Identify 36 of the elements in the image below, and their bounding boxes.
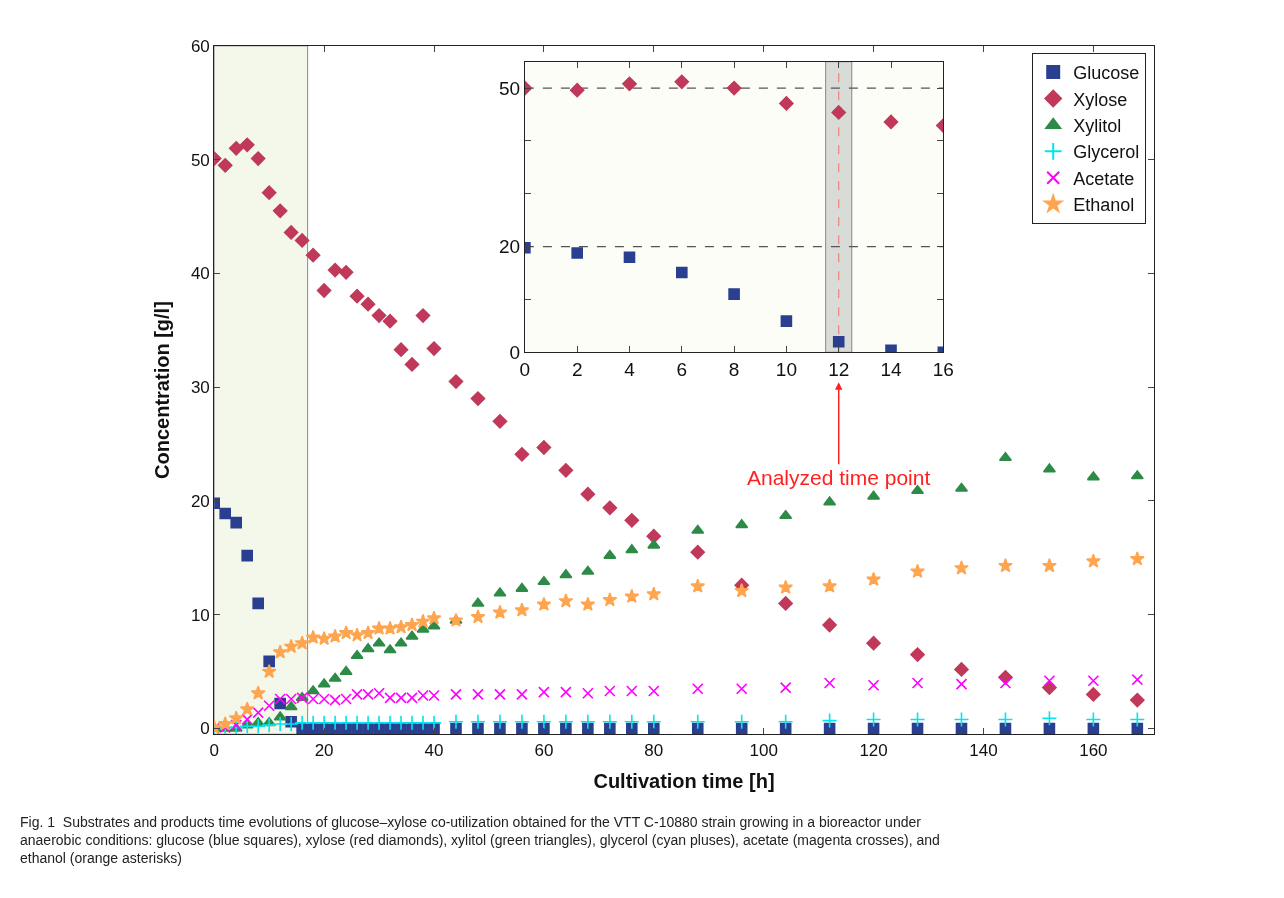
x-tick-label: 80 — [644, 740, 664, 760]
legend-label: Glucose — [1073, 63, 1140, 84]
x-tick-label: 4 — [624, 359, 636, 381]
x-tick-label: 160 — [1079, 740, 1108, 760]
legend-label: Xylitol — [1073, 115, 1122, 136]
y-tick-label: 0 — [200, 719, 210, 739]
x-tick-label: 140 — [969, 740, 998, 760]
x-tick-label: 20 — [314, 740, 334, 760]
x-tick-label: 2 — [571, 359, 583, 381]
y-axis-title: Concentration [g/l] — [151, 301, 174, 479]
y-tick-label: 0 — [509, 341, 521, 363]
legend-label: Xylose — [1073, 89, 1128, 110]
x-tick-label: 120 — [859, 740, 888, 760]
x-tick-label: 40 — [424, 740, 444, 760]
legend-label: Acetate — [1073, 168, 1135, 189]
x-tick-label: 14 — [880, 359, 903, 381]
x-tick-label: 12 — [828, 359, 850, 381]
y-tick-label: 40 — [190, 264, 210, 284]
caption: Fig. 1 Substrates and products time evolutions of glucose–xylose co-utilization obtained for the VTT C-10880 strain growing in a bioreactor under anaerobic conditions: glucose (blue squares), xylose (red diamonds), xylitol (green triangles), glycerol (cyan pluses), acetate (magenta crosses), and ethanol (orange asterisks) — [20, 814, 940, 867]
y-tick-label: 10 — [190, 605, 210, 625]
y-tick-label: 60 — [190, 36, 210, 56]
x-tick-label: 60 — [534, 740, 554, 760]
annotation: Analyzed time point — [747, 466, 931, 489]
y-tick-label: 20 — [498, 236, 521, 258]
y-tick-label: 30 — [190, 378, 210, 398]
x-tick-label: 10 — [775, 359, 797, 381]
x-tick-label: 6 — [676, 359, 688, 381]
x-axis-title: Cultivation time [h] — [593, 770, 775, 793]
y-tick-label: 50 — [190, 150, 210, 170]
y-tick-label: 50 — [498, 77, 521, 99]
y-tick-label: 20 — [190, 491, 210, 511]
legend-label: Glycerol — [1073, 142, 1140, 163]
legend-label: Ethanol — [1073, 195, 1135, 216]
x-tick-label: 100 — [749, 740, 778, 760]
x-tick-label: 16 — [932, 359, 954, 381]
x-tick-label: 8 — [728, 359, 740, 381]
